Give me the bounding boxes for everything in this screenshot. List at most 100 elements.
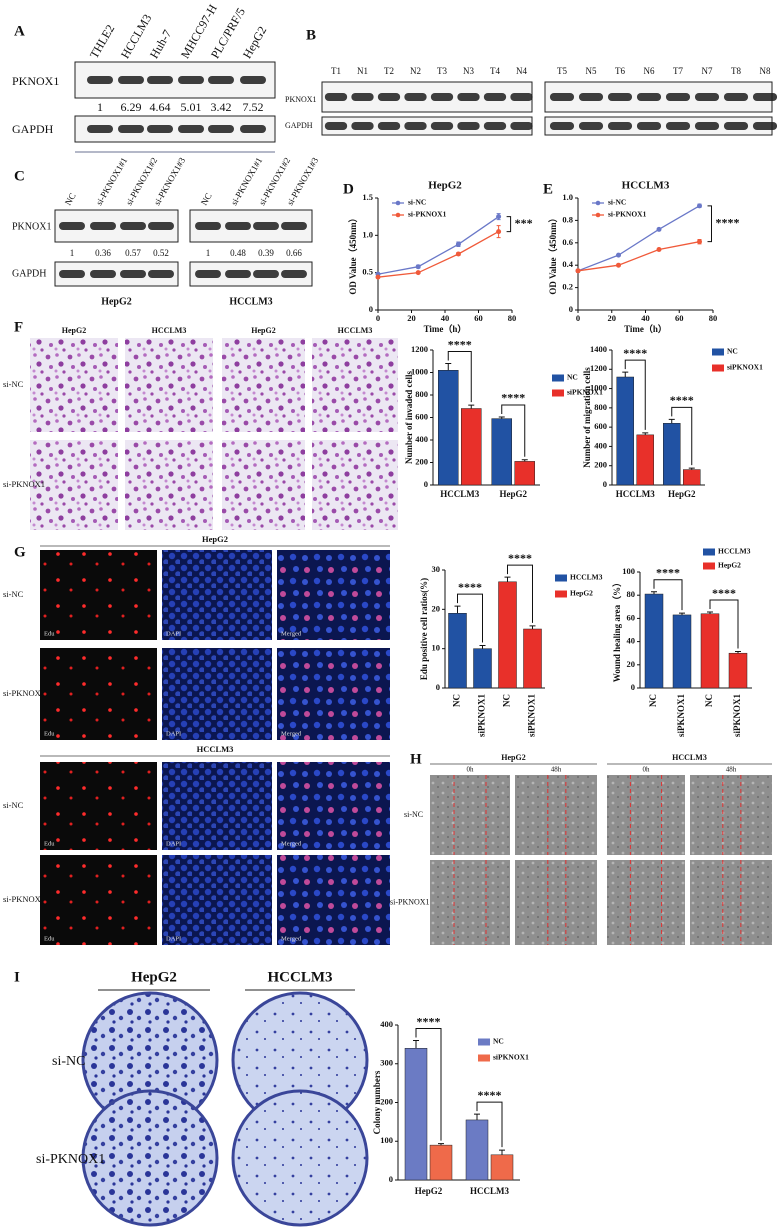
y-tick-label: 100: [622, 566, 635, 576]
bar: [683, 469, 701, 486]
legend-swatch: [555, 574, 567, 582]
y-tick-label: 0.8: [562, 214, 573, 224]
bar: [663, 423, 681, 486]
blot-band: [510, 122, 533, 130]
error-bar: [499, 1149, 505, 1155]
bar: [429, 1144, 453, 1181]
point: [455, 241, 461, 247]
time-label: 48h: [551, 766, 562, 774]
row-label: si-PKNOX1: [390, 897, 430, 906]
blot-band: [404, 122, 427, 130]
column-label: HCCLM3: [338, 326, 373, 335]
y-axis-label: OD Value（450nm）: [348, 213, 358, 294]
y-tick-label: 1400: [590, 344, 607, 354]
x-tick-label: 20: [407, 313, 416, 323]
row-label: si-NC: [3, 800, 24, 810]
y-axis-label: Wound healing area（%）: [612, 578, 622, 682]
channel-label: DAPI: [166, 935, 181, 942]
channel-label: Edu: [44, 630, 55, 637]
micrograph: [222, 440, 305, 530]
y-tick-label: 0: [603, 479, 607, 489]
significance-bracket: [709, 599, 739, 649]
point: [575, 268, 581, 274]
blot-band: [636, 93, 662, 101]
micrograph: [607, 860, 685, 945]
error-bar: [668, 418, 675, 424]
blot-band: [148, 270, 174, 278]
blot-band: [208, 125, 234, 133]
row-label: si-NC: [404, 810, 423, 819]
legend-label: siPKNOX1: [727, 363, 763, 372]
y-tick-label: 30: [432, 564, 441, 574]
y-tick-label: 60: [627, 612, 636, 622]
lane-label: T5: [557, 66, 567, 76]
significance-bracket: [653, 579, 683, 611]
blot-band: [694, 93, 720, 101]
micrograph: [607, 775, 685, 855]
bar: [491, 418, 512, 486]
y-tick-label: 200: [594, 460, 607, 470]
time-label: 48h: [726, 766, 737, 774]
bar: [438, 370, 459, 486]
bar: [404, 1048, 428, 1181]
blot-band: [752, 122, 777, 130]
x-axis-label: Time（h）: [424, 324, 467, 334]
error-bar: [504, 576, 511, 582]
ratio-label: 0.36: [95, 248, 111, 258]
blot-band: [430, 93, 454, 101]
blot-band: [404, 93, 427, 101]
ratio-label: 0.39: [258, 248, 274, 258]
y-tick-label: 40: [627, 636, 636, 646]
error-bar: [438, 1143, 444, 1146]
lane-label: Huh-7: [147, 27, 174, 61]
y-tick-label: 0: [569, 304, 573, 314]
lane-label: T1: [331, 66, 341, 76]
micrograph: [125, 440, 213, 530]
y-axis-label: OD Value（450nm）: [548, 213, 558, 294]
lane-label: N2: [410, 66, 421, 76]
legend-label: HCCLM3: [570, 573, 603, 582]
y-tick-label: 0: [389, 1174, 393, 1184]
x-tick-label: HepG2: [668, 489, 696, 499]
legend-swatch: [555, 590, 567, 598]
blot-band: [694, 122, 720, 130]
micrograph: [30, 338, 118, 432]
bar: [644, 593, 664, 689]
bar: [616, 376, 634, 486]
micrograph: [515, 775, 597, 855]
lane-label: NC: [199, 191, 214, 207]
micrograph: [125, 338, 213, 432]
x-tick-label: NC: [452, 694, 462, 707]
significance-bracket: [415, 1028, 442, 1141]
error-bar: [445, 363, 452, 371]
ratio-label: 4.64: [150, 100, 171, 114]
line: [377, 231, 499, 278]
error-bar: [707, 611, 713, 614]
column-label: HepG2: [251, 326, 275, 335]
lane-label: N5: [586, 66, 597, 76]
ratio-label: 6.29: [121, 100, 142, 114]
y-tick-label: 800: [594, 402, 607, 412]
row-label: si-NC: [3, 379, 24, 389]
panel-letter: F: [14, 319, 23, 335]
blot-band: [148, 222, 174, 230]
y-axis-label: Number of invaded cells: [404, 370, 414, 464]
error-bar: [679, 612, 685, 615]
lane-label: T6: [615, 66, 625, 76]
lane-label: N8: [760, 66, 771, 76]
blot-band: [118, 125, 144, 133]
legend-swatch: [478, 1038, 490, 1046]
lane-label: HepG2: [240, 24, 269, 61]
panel-letter: E: [543, 181, 553, 197]
blot-band: [510, 93, 533, 101]
lane-label: T3: [437, 66, 447, 76]
significance-label: ****: [448, 337, 472, 351]
blot-band: [665, 93, 691, 101]
blot-band: [607, 93, 633, 101]
ratio-label: 7.52: [243, 100, 264, 114]
point: [656, 247, 662, 253]
legend-swatch: [712, 364, 724, 372]
bar: [514, 461, 535, 486]
significance-label: ****: [417, 1014, 441, 1028]
legend-label: si-NC: [408, 198, 426, 207]
